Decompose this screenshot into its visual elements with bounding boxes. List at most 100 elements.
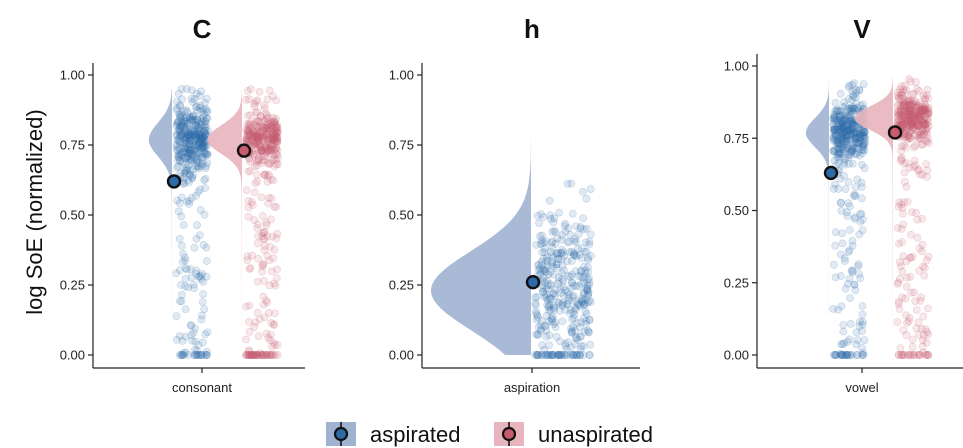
x-axis-label: aspiration bbox=[504, 380, 560, 395]
data-point bbox=[837, 132, 845, 140]
data-point bbox=[834, 119, 843, 128]
data-point bbox=[200, 130, 209, 138]
data-point bbox=[180, 114, 189, 123]
data-point bbox=[830, 117, 839, 126]
data-point bbox=[893, 279, 902, 288]
data-point bbox=[551, 228, 560, 237]
data-point bbox=[189, 117, 198, 125]
data-point bbox=[537, 317, 546, 325]
data-point bbox=[177, 85, 186, 93]
data-point bbox=[273, 124, 282, 133]
data-point bbox=[201, 105, 210, 114]
data-point bbox=[856, 210, 864, 219]
data-point bbox=[260, 126, 269, 135]
data-point bbox=[554, 277, 563, 286]
data-point bbox=[837, 272, 845, 280]
data-point bbox=[839, 158, 848, 167]
data-point bbox=[254, 136, 263, 144]
data-point bbox=[173, 136, 182, 145]
data-point bbox=[841, 111, 850, 120]
data-point bbox=[253, 145, 262, 154]
data-point bbox=[181, 128, 190, 137]
data-point bbox=[847, 116, 856, 125]
data-point bbox=[549, 253, 558, 262]
data-point bbox=[265, 127, 274, 135]
data-point bbox=[551, 239, 560, 248]
data-point bbox=[264, 134, 273, 143]
data-point bbox=[253, 351, 261, 359]
data-point bbox=[181, 160, 190, 168]
data-point bbox=[538, 231, 547, 240]
data-point bbox=[189, 130, 198, 139]
data-point bbox=[838, 138, 847, 146]
data-point bbox=[261, 144, 270, 153]
data-point bbox=[177, 151, 186, 160]
data-point bbox=[836, 250, 845, 259]
panels: C0.000.250.500.751.00consonanth0.000.250… bbox=[60, 14, 963, 395]
data-point bbox=[844, 119, 852, 128]
data-point bbox=[272, 128, 281, 137]
data-point bbox=[554, 351, 562, 359]
data-point bbox=[567, 247, 576, 256]
data-point bbox=[580, 273, 589, 281]
data-point bbox=[847, 151, 856, 159]
data-point bbox=[195, 137, 204, 145]
data-point bbox=[183, 265, 191, 274]
data-point bbox=[586, 185, 595, 193]
data-point bbox=[184, 148, 193, 157]
data-point bbox=[246, 167, 254, 175]
data-point bbox=[173, 97, 181, 106]
data-point bbox=[916, 99, 924, 107]
data-point bbox=[855, 230, 864, 239]
data-point bbox=[200, 127, 208, 136]
data-point bbox=[177, 131, 186, 139]
data-point bbox=[267, 194, 276, 203]
data-point bbox=[258, 262, 266, 271]
data-point bbox=[242, 125, 250, 134]
data-point bbox=[243, 252, 252, 261]
data-point bbox=[572, 222, 580, 231]
data-point bbox=[837, 302, 846, 311]
data-point bbox=[841, 116, 849, 125]
data-point bbox=[893, 318, 902, 326]
data-point bbox=[834, 139, 843, 147]
data-point bbox=[563, 345, 571, 353]
data-point bbox=[249, 351, 258, 359]
data-point bbox=[262, 218, 270, 227]
data-point bbox=[849, 108, 857, 117]
data-point bbox=[848, 81, 857, 89]
data-point bbox=[545, 351, 554, 359]
data-point bbox=[188, 98, 197, 106]
data-point bbox=[543, 261, 552, 270]
data-point bbox=[192, 129, 201, 138]
data-point bbox=[835, 112, 843, 120]
data-point bbox=[264, 113, 273, 122]
data-point bbox=[266, 134, 275, 143]
data-point bbox=[846, 319, 855, 328]
data-point bbox=[246, 157, 255, 166]
data-point bbox=[918, 240, 927, 249]
data-point bbox=[244, 131, 253, 140]
data-point bbox=[537, 261, 546, 270]
data-point bbox=[260, 101, 268, 110]
data-point bbox=[542, 351, 551, 359]
data-point bbox=[185, 140, 194, 149]
data-point bbox=[846, 135, 855, 144]
data-point bbox=[576, 351, 585, 359]
data-point bbox=[533, 330, 542, 339]
data-point bbox=[254, 332, 263, 341]
data-point bbox=[257, 145, 266, 154]
data-point bbox=[189, 171, 197, 179]
data-point bbox=[180, 118, 188, 127]
data-point bbox=[585, 328, 593, 337]
data-point bbox=[191, 103, 200, 112]
data-point bbox=[563, 179, 572, 188]
data-point bbox=[187, 321, 195, 330]
data-point bbox=[832, 351, 841, 359]
data-point bbox=[579, 214, 587, 223]
data-point bbox=[837, 206, 846, 215]
data-point bbox=[574, 272, 583, 280]
data-point bbox=[252, 97, 261, 106]
data-point bbox=[255, 315, 264, 324]
data-point bbox=[177, 122, 186, 130]
